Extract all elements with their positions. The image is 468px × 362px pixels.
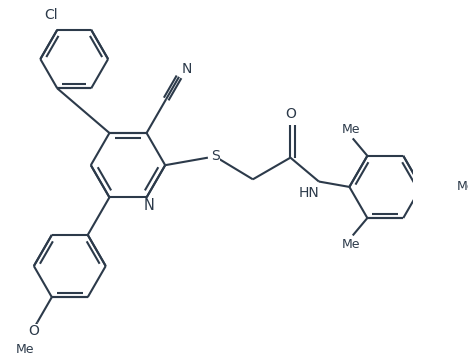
Text: Me: Me <box>342 123 360 136</box>
Text: O: O <box>285 107 296 121</box>
Text: S: S <box>211 148 219 163</box>
Text: Cl: Cl <box>44 8 58 22</box>
Text: Me: Me <box>16 343 34 355</box>
Text: HN: HN <box>298 186 319 200</box>
Text: N: N <box>181 62 191 76</box>
Text: O: O <box>29 324 39 338</box>
Text: N: N <box>143 198 154 213</box>
Text: Me: Me <box>342 238 360 251</box>
Text: Me: Me <box>456 180 468 193</box>
